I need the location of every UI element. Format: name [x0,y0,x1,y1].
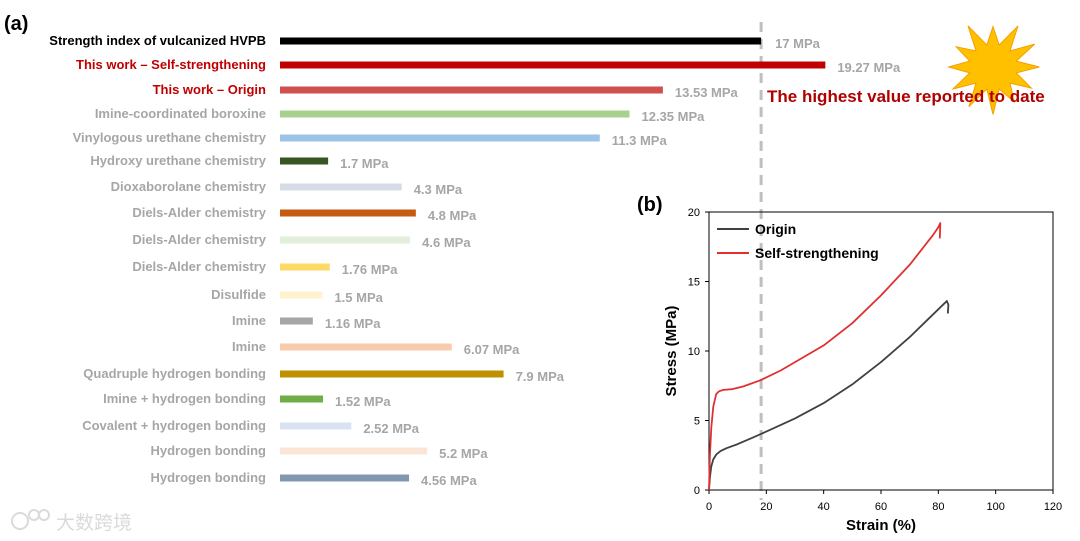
category-label: This work – Self-strengthening [76,57,266,72]
category-label: Imine [232,339,266,354]
series-line-0 [708,300,950,491]
x-tick-label: 100 [986,501,1004,513]
y-tick-label: 0 [694,485,700,497]
y-tick-label: 15 [688,277,700,289]
bar [280,86,663,94]
panel-b-label: (b) [637,194,663,216]
value-label: 6.07 MPa [464,342,520,357]
value-label: 13.53 MPa [675,85,739,100]
y-tick-label: 10 [688,346,700,358]
watermark: 大数跨境 [11,509,132,534]
watermark-text: 大数跨境 [56,512,132,534]
y-tick-label: 20 [688,207,700,219]
x-tick-label: 40 [818,501,830,513]
value-label: 4.6 MPa [422,235,471,250]
value-label: 5.2 MPa [439,446,488,461]
bar [280,209,416,217]
bar [280,395,324,403]
y-tick-label: 5 [694,416,700,428]
bar [280,134,600,142]
x-tick-label: 80 [932,501,944,513]
category-label: Diels-Alder chemistry [132,205,266,220]
category-label: Imine + hydrogen bonding [103,391,266,406]
bar-chart: Strength index of vulcanized HVPB 17 MPa T… [49,22,901,500]
bar [280,291,323,299]
category-label: Vinylogous urethane chemistry [73,130,267,145]
bar [280,183,402,191]
value-label: 17 MPa [775,36,821,51]
category-label: Covalent + hydrogen bonding [82,418,266,433]
category-label: Strength index of vulcanized HVPB [49,33,266,48]
series-line-1 [708,222,942,491]
category-label: Diels-Alder chemistry [132,259,266,274]
value-label: 7.9 MPa [516,369,565,384]
legend-label: Origin [755,221,796,237]
value-label: 2.52 MPa [363,421,419,436]
y-axis-label: Stress (MPa) [663,306,680,397]
bar [280,370,504,378]
panel-a-label: (a) [4,13,28,35]
value-label: 11.3 MPa [612,133,668,148]
bar [280,317,313,325]
category-label: Dioxaborolane chemistry [111,179,267,194]
category-label: This work – Origin [153,82,266,97]
value-label: 1.16 MPa [325,316,381,331]
value-label: 1.5 MPa [334,290,383,305]
category-label: Imine [232,313,266,328]
x-tick-label: 20 [760,501,772,513]
x-tick-label: 0 [706,501,712,513]
watermark-logo-icon [11,509,50,530]
category-label: Hydrogen bonding [150,443,266,458]
x-tick-label: 120 [1044,501,1062,513]
bar [280,263,330,271]
category-label: Hydroxy urethane chemistry [90,153,266,168]
line-chart: 0 20 40 60 80 100 120 0 5 10 15 20 Strain (%) Stress … [663,207,1062,534]
category-label: Hydrogen bonding [150,470,266,485]
value-label: 12.35 MPa [642,109,706,124]
category-label: Imine-coordinated boroxine [95,106,266,121]
bar [280,37,762,45]
bar [280,157,329,165]
highest-value-annotation: The highest value reported to date [767,87,1045,106]
value-label: 4.3 MPa [414,182,463,197]
category-label: Disulfide [211,287,266,302]
bar [280,447,428,455]
bar [280,422,352,430]
value-label: 4.56 MPa [421,473,477,488]
value-label: 19.27 MPa [837,60,901,75]
x-axis-label: Strain (%) [846,517,916,534]
category-label: Diels-Alder chemistry [132,232,266,247]
bar [280,343,452,351]
x-tick-label: 60 [875,501,887,513]
value-label: 4.8 MPa [428,208,477,223]
bar [280,61,826,69]
legend-label: Self-strengthening [755,245,879,261]
bar [280,110,630,118]
value-label: 1.7 MPa [340,156,389,171]
category-label: Quadruple hydrogen bonding [83,366,266,381]
value-label: 1.76 MPa [342,262,398,277]
bar [280,474,410,482]
value-label: 1.52 MPa [335,394,391,409]
starburst-icon [946,25,1040,115]
bar [280,236,411,244]
